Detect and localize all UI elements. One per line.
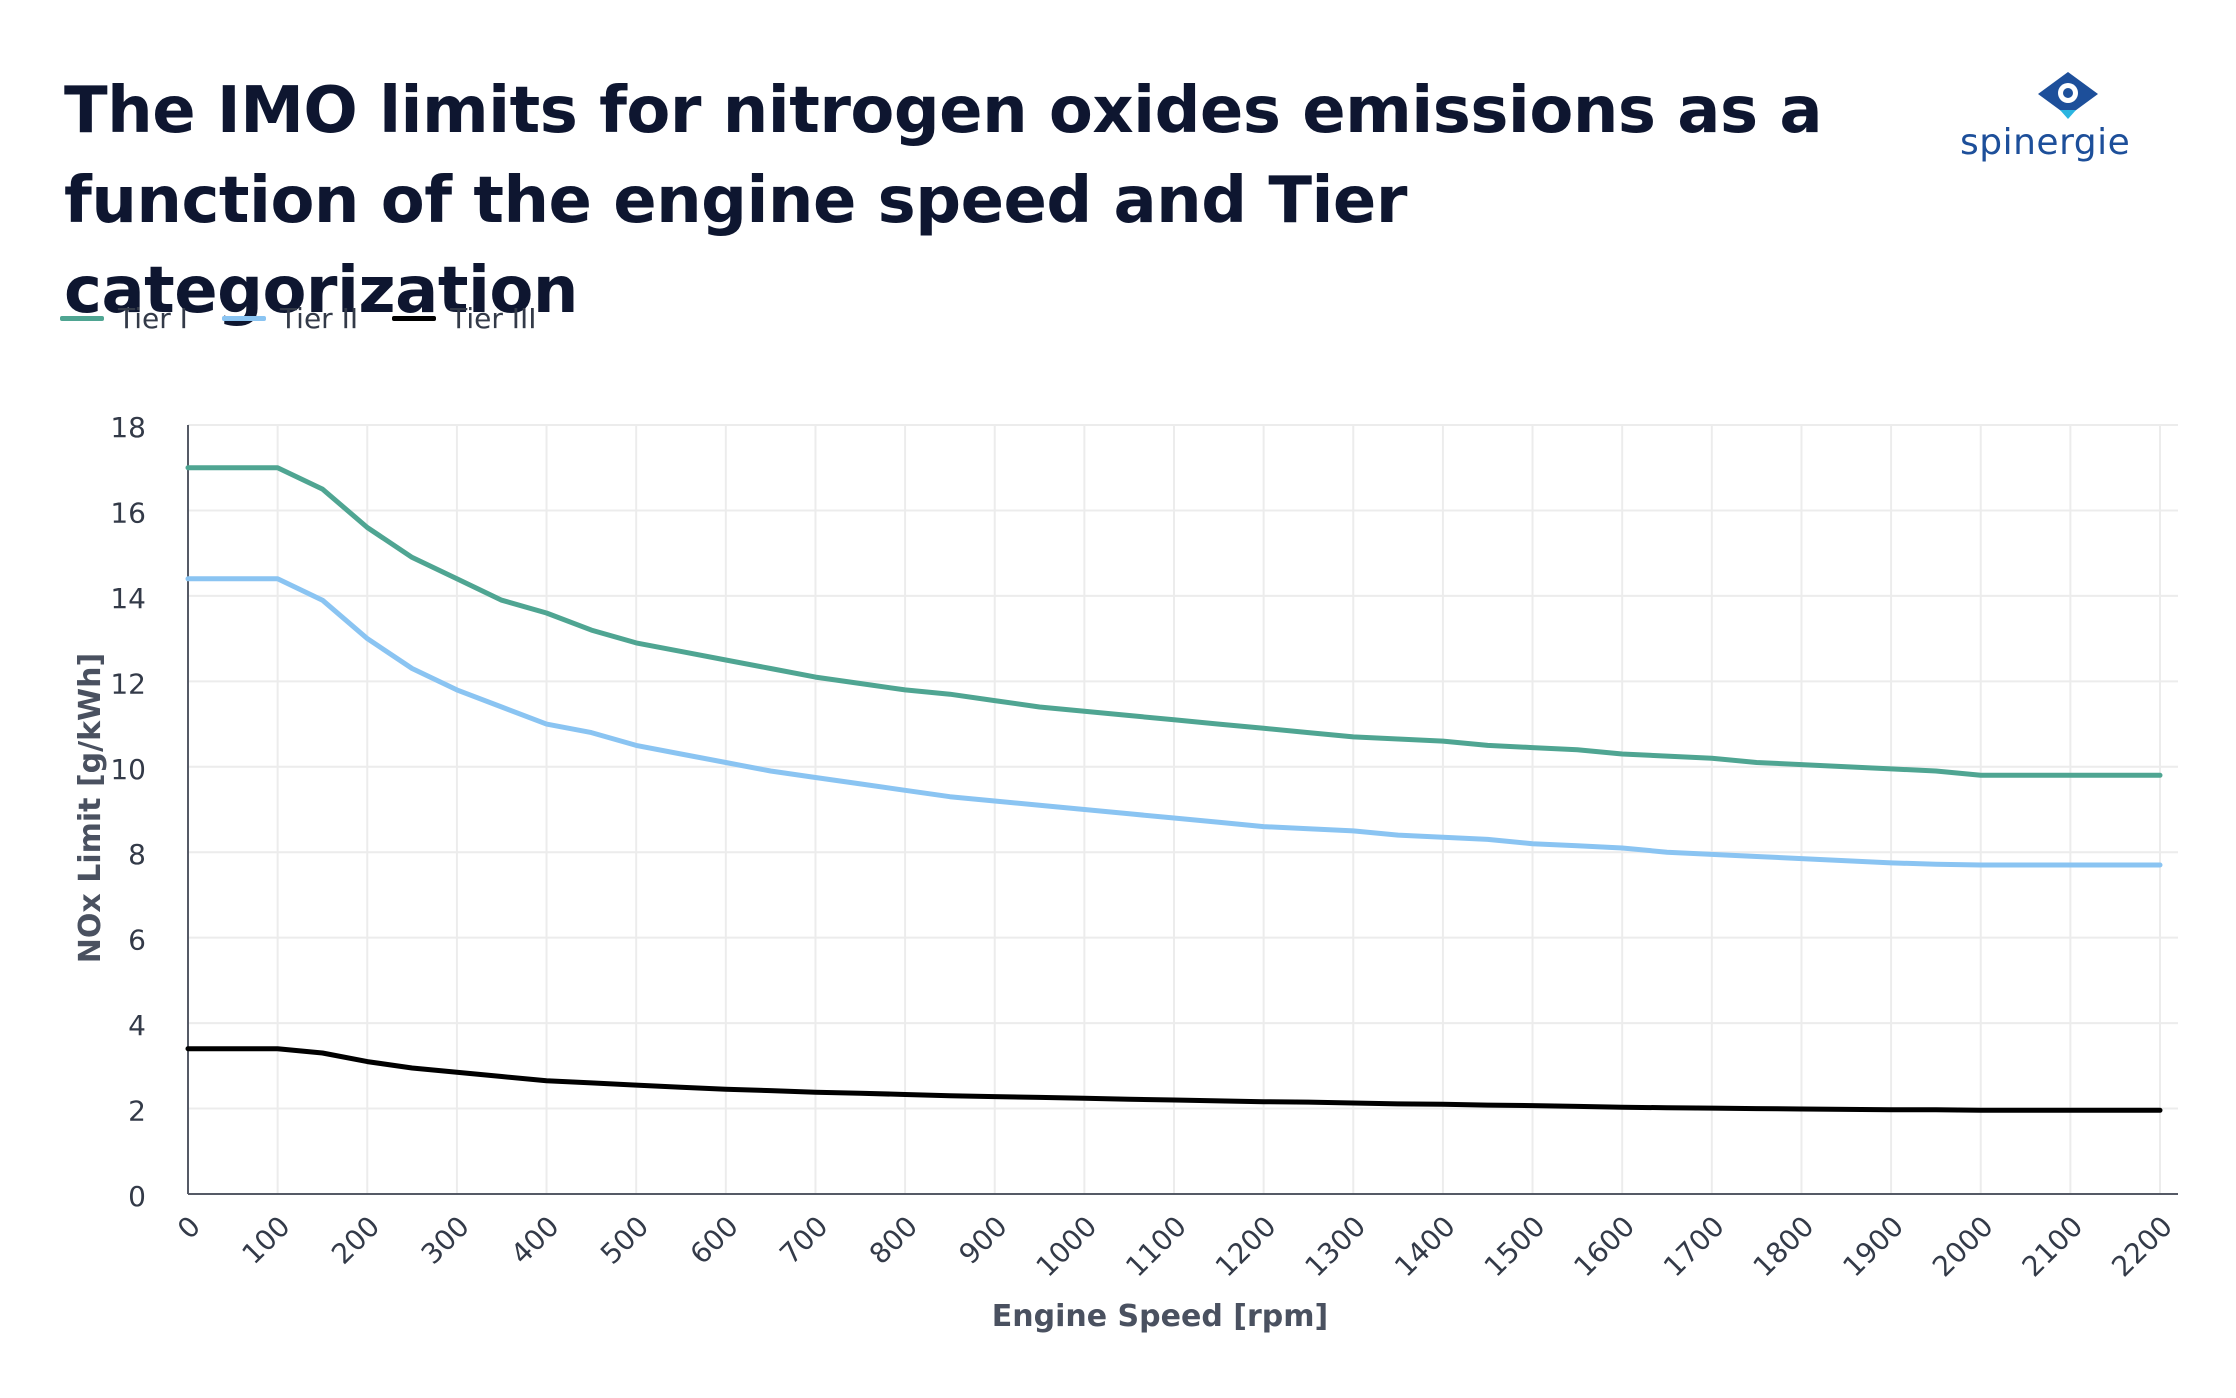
y-tick-label: 10 xyxy=(110,753,146,786)
legend-item-tier-1[interactable]: Tier I xyxy=(60,302,188,335)
x-tick-label: 1800 xyxy=(1747,1210,1821,1284)
y-axis-label: NOx Limit [g/kWh] xyxy=(73,653,108,963)
y-tick-label: 14 xyxy=(110,582,146,615)
x-tick-label: 1100 xyxy=(1119,1210,1193,1284)
brand-logo: spinergie xyxy=(1960,72,2180,172)
legend-item-tier-2[interactable]: Tier II xyxy=(221,302,359,335)
legend-label: Tier I xyxy=(118,302,188,335)
x-tick-label: 1300 xyxy=(1298,1210,1372,1284)
logo-text: spinergie xyxy=(1960,122,2131,163)
x-tick-label: 700 xyxy=(773,1210,834,1271)
x-tick-label: 900 xyxy=(953,1210,1014,1271)
x-tick-label: 1500 xyxy=(1478,1210,1552,1284)
x-tick-label: 1200 xyxy=(1209,1210,1283,1284)
y-tick-label: 0 xyxy=(128,1180,146,1213)
chart-legend: Tier I Tier II Tier III xyxy=(60,302,571,335)
eye-diamond-icon xyxy=(2038,72,2098,119)
x-tick-label: 300 xyxy=(415,1210,476,1271)
series-lines xyxy=(185,465,2163,1113)
x-axis-label: Engine Speed [rpm] xyxy=(992,1299,1328,1334)
x-tick-label: 400 xyxy=(504,1210,565,1271)
x-tick-label: 1700 xyxy=(1657,1210,1731,1284)
x-tick-label: 800 xyxy=(863,1210,924,1271)
x-tick-label: 600 xyxy=(684,1210,745,1271)
legend-swatch xyxy=(60,316,104,321)
y-tick-label: 12 xyxy=(110,667,146,700)
legend-label: Tier III xyxy=(450,302,537,335)
x-tick-label: 2100 xyxy=(2016,1210,2090,1284)
x-tick-label: 1900 xyxy=(1836,1210,1910,1284)
chart-title: The IMO limits for nitrogen oxides emiss… xyxy=(64,74,1823,328)
legend-item-tier-3[interactable]: Tier III xyxy=(392,302,537,335)
x-tick-label: 500 xyxy=(594,1210,655,1271)
x-tick-label: 100 xyxy=(235,1210,296,1271)
y-tick-label: 16 xyxy=(110,496,146,529)
axis-labels: Engine Speed [rpm] NOx Limit [g/kWh] xyxy=(73,653,1328,1334)
y-tick-label: 8 xyxy=(128,838,146,871)
grid xyxy=(188,424,2178,1194)
legend-swatch xyxy=(392,316,437,321)
series-line-tier-1 xyxy=(185,465,2163,778)
series-line-tier-3 xyxy=(185,1046,2163,1113)
y-tick-label: 18 xyxy=(110,411,146,444)
legend-label: Tier II xyxy=(279,302,359,335)
x-tick-label: 2000 xyxy=(1926,1210,2000,1284)
y-tick-label: 2 xyxy=(128,1095,146,1128)
x-tick-label: 1600 xyxy=(1567,1210,1641,1284)
axes: 0 2 4 6 8 10 12 14 16 18 0 100 200 300 400 500 600 700 800… xyxy=(110,411,2179,1283)
series-line-tier-2 xyxy=(185,576,2163,868)
y-tick-label: 6 xyxy=(128,924,146,957)
x-tick-label: 0 xyxy=(171,1210,207,1246)
x-tick-label: 2200 xyxy=(2105,1210,2179,1284)
y-tick-label: 4 xyxy=(128,1009,146,1042)
x-tick-label: 1400 xyxy=(1388,1210,1462,1284)
legend-swatch xyxy=(221,316,266,321)
x-tick-label: 1000 xyxy=(1030,1210,1104,1284)
x-tick-label: 200 xyxy=(325,1210,386,1271)
